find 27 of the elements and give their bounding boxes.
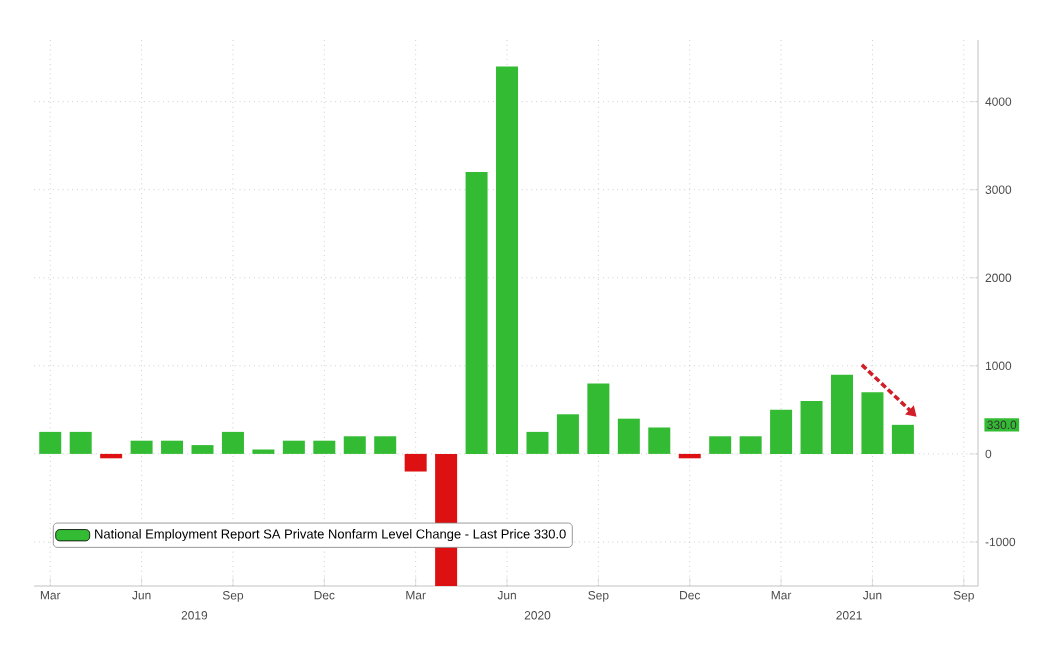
bar: [770, 409, 793, 454]
bar: [891, 424, 914, 454]
bar: [374, 436, 397, 454]
bar: [465, 172, 488, 454]
bar: [39, 431, 62, 454]
bar: [191, 445, 214, 454]
bar: [678, 453, 701, 459]
bar: [526, 431, 549, 454]
bar: [130, 440, 153, 454]
bar: [556, 414, 579, 454]
bar: [282, 440, 305, 454]
bar: [69, 431, 92, 454]
bar: [830, 374, 853, 454]
bar: [709, 436, 732, 454]
bar: [496, 66, 519, 454]
bar: [587, 383, 610, 454]
bar: [100, 453, 123, 459]
bar: [739, 436, 762, 454]
bar: [861, 392, 884, 454]
bar: [404, 453, 427, 472]
bar: [161, 440, 184, 454]
bar: [617, 418, 640, 454]
bar: [313, 440, 336, 454]
bar: [343, 436, 366, 454]
bar: [648, 427, 671, 454]
bar: [800, 401, 823, 454]
bar: [221, 431, 244, 454]
